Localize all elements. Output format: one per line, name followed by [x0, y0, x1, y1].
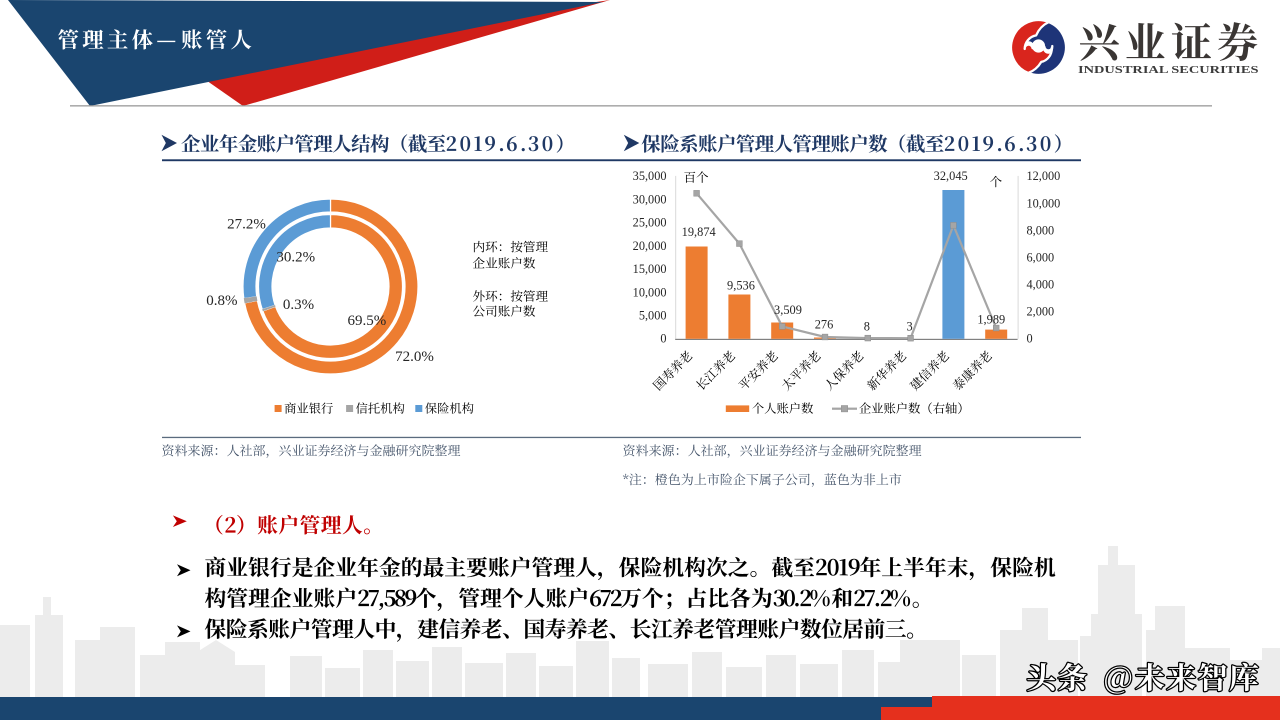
svg-text:3,509: 3,509 — [774, 303, 802, 317]
svg-text:9,536: 9,536 — [727, 279, 755, 293]
svg-text:8: 8 — [864, 319, 870, 333]
svg-text:0.3%: 0.3% — [283, 297, 314, 313]
svg-text:5,000: 5,000 — [639, 308, 667, 322]
svg-text:6,000: 6,000 — [1027, 250, 1055, 264]
svg-text:20,000: 20,000 — [633, 239, 667, 253]
svg-text:0: 0 — [1027, 332, 1033, 346]
svg-text:INDUSTRIAL SECURITIES: INDUSTRIAL SECURITIES — [1078, 64, 1259, 76]
svg-text:12,000: 12,000 — [1027, 169, 1061, 183]
svg-text:276: 276 — [815, 317, 834, 331]
svg-text:30.2%: 30.2% — [276, 250, 315, 266]
svg-text:4,000: 4,000 — [1027, 277, 1055, 291]
svg-text:72.0%: 72.0% — [395, 349, 434, 365]
svg-text:19,874: 19,874 — [682, 225, 716, 239]
svg-text:35,000: 35,000 — [633, 169, 667, 183]
svg-text:1,989: 1,989 — [977, 312, 1005, 326]
svg-text:10,000: 10,000 — [1027, 196, 1061, 210]
svg-text:8,000: 8,000 — [1027, 223, 1055, 237]
svg-text:69.5%: 69.5% — [348, 313, 387, 329]
svg-text:30,000: 30,000 — [633, 192, 667, 206]
svg-text:0: 0 — [660, 332, 666, 346]
svg-text:15,000: 15,000 — [633, 262, 667, 276]
svg-text:2,000: 2,000 — [1027, 305, 1055, 319]
svg-text:27.2%: 27.2% — [227, 217, 266, 233]
svg-text:10,000: 10,000 — [633, 285, 667, 299]
svg-text:32,045: 32,045 — [934, 169, 968, 183]
svg-text:25,000: 25,000 — [633, 216, 667, 230]
svg-text:0.8%: 0.8% — [206, 293, 237, 309]
svg-text:3: 3 — [906, 319, 912, 333]
